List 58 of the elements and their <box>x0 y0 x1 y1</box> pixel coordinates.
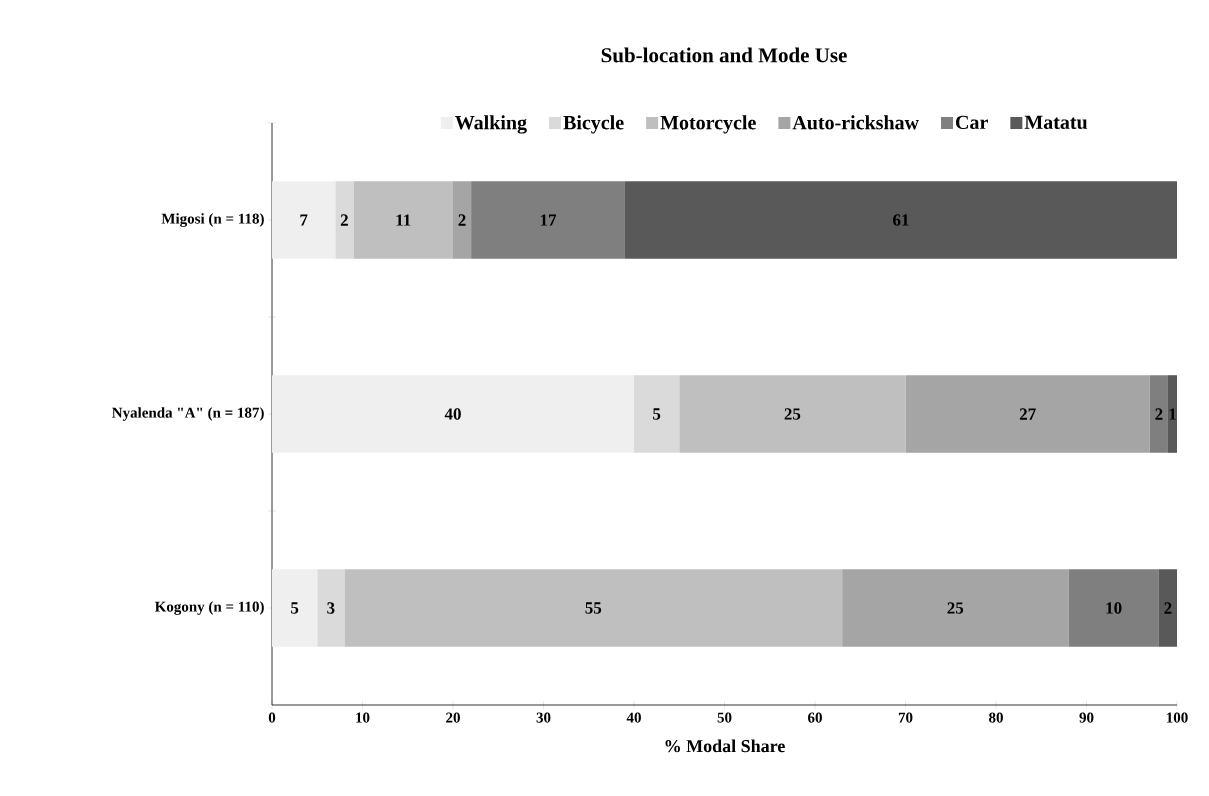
x-tick-label: 60 <box>808 712 822 723</box>
legend-label: Walking <box>455 115 527 134</box>
legend-label: Motorcycle <box>660 115 756 134</box>
bar <box>317 569 345 647</box>
y-tick-label: Nyalenda "A" (n = 187) <box>112 407 264 421</box>
bar <box>679 375 906 453</box>
x-tick-label: 0 <box>268 712 276 723</box>
data-label: 27 <box>1019 408 1036 420</box>
bar <box>905 375 1150 453</box>
x-tick-label: 10 <box>356 712 370 723</box>
data-label: 7 <box>300 214 308 226</box>
data-label: 1 <box>1169 408 1176 420</box>
legend-label: Matatu <box>1024 115 1088 130</box>
x-tick-label: 90 <box>1079 712 1094 723</box>
x-tick-label: 100 <box>1166 712 1188 723</box>
legend-label: Bicycle <box>563 115 624 134</box>
bar <box>1158 569 1178 647</box>
bar <box>1149 375 1168 453</box>
chart-title: Sub-location and Mode Use <box>601 47 847 63</box>
bar <box>471 181 625 259</box>
data-label: 10 <box>1106 602 1122 614</box>
bar <box>335 181 354 259</box>
x-axis-title: % Modal Share <box>665 739 785 753</box>
data-label: 5 <box>653 408 661 420</box>
bar <box>272 569 318 647</box>
bar <box>842 569 1069 647</box>
y-tick-label: Migosi (n = 118) <box>161 213 264 227</box>
bar <box>1167 375 1178 453</box>
data-label: 2 <box>340 214 348 226</box>
bar <box>344 569 843 647</box>
bar <box>272 181 336 259</box>
x-tick-label: 80 <box>989 712 1003 723</box>
bar <box>353 181 454 259</box>
bar <box>1068 569 1159 647</box>
data-label: 5 <box>291 602 299 614</box>
y-tick-label: Kogony (n = 110) <box>154 601 264 615</box>
bar <box>453 181 472 259</box>
data-label: 2 <box>1164 602 1172 614</box>
data-label: 2 <box>458 214 466 226</box>
x-tick-label: 40 <box>626 712 641 723</box>
data-label: 25 <box>947 602 964 614</box>
data-label: 2 <box>1155 408 1163 420</box>
legend-label: Car <box>956 115 988 130</box>
x-tick-label: 50 <box>717 712 732 723</box>
bar <box>634 375 680 453</box>
data-label: 17 <box>540 214 557 226</box>
data-label: 25 <box>784 408 801 420</box>
data-label: 3 <box>327 602 335 614</box>
bar <box>272 375 635 453</box>
bar <box>624 181 1178 259</box>
data-label: 11 <box>396 214 411 226</box>
x-tick-label: 20 <box>446 712 460 723</box>
data-label: 40 <box>444 408 461 420</box>
data-label: 55 <box>585 602 602 614</box>
x-tick-label: 30 <box>536 712 551 723</box>
legend-label: Auto-rickshaw <box>792 115 919 130</box>
data-label: 61 <box>893 214 909 226</box>
x-tick-label: 70 <box>898 712 913 723</box>
